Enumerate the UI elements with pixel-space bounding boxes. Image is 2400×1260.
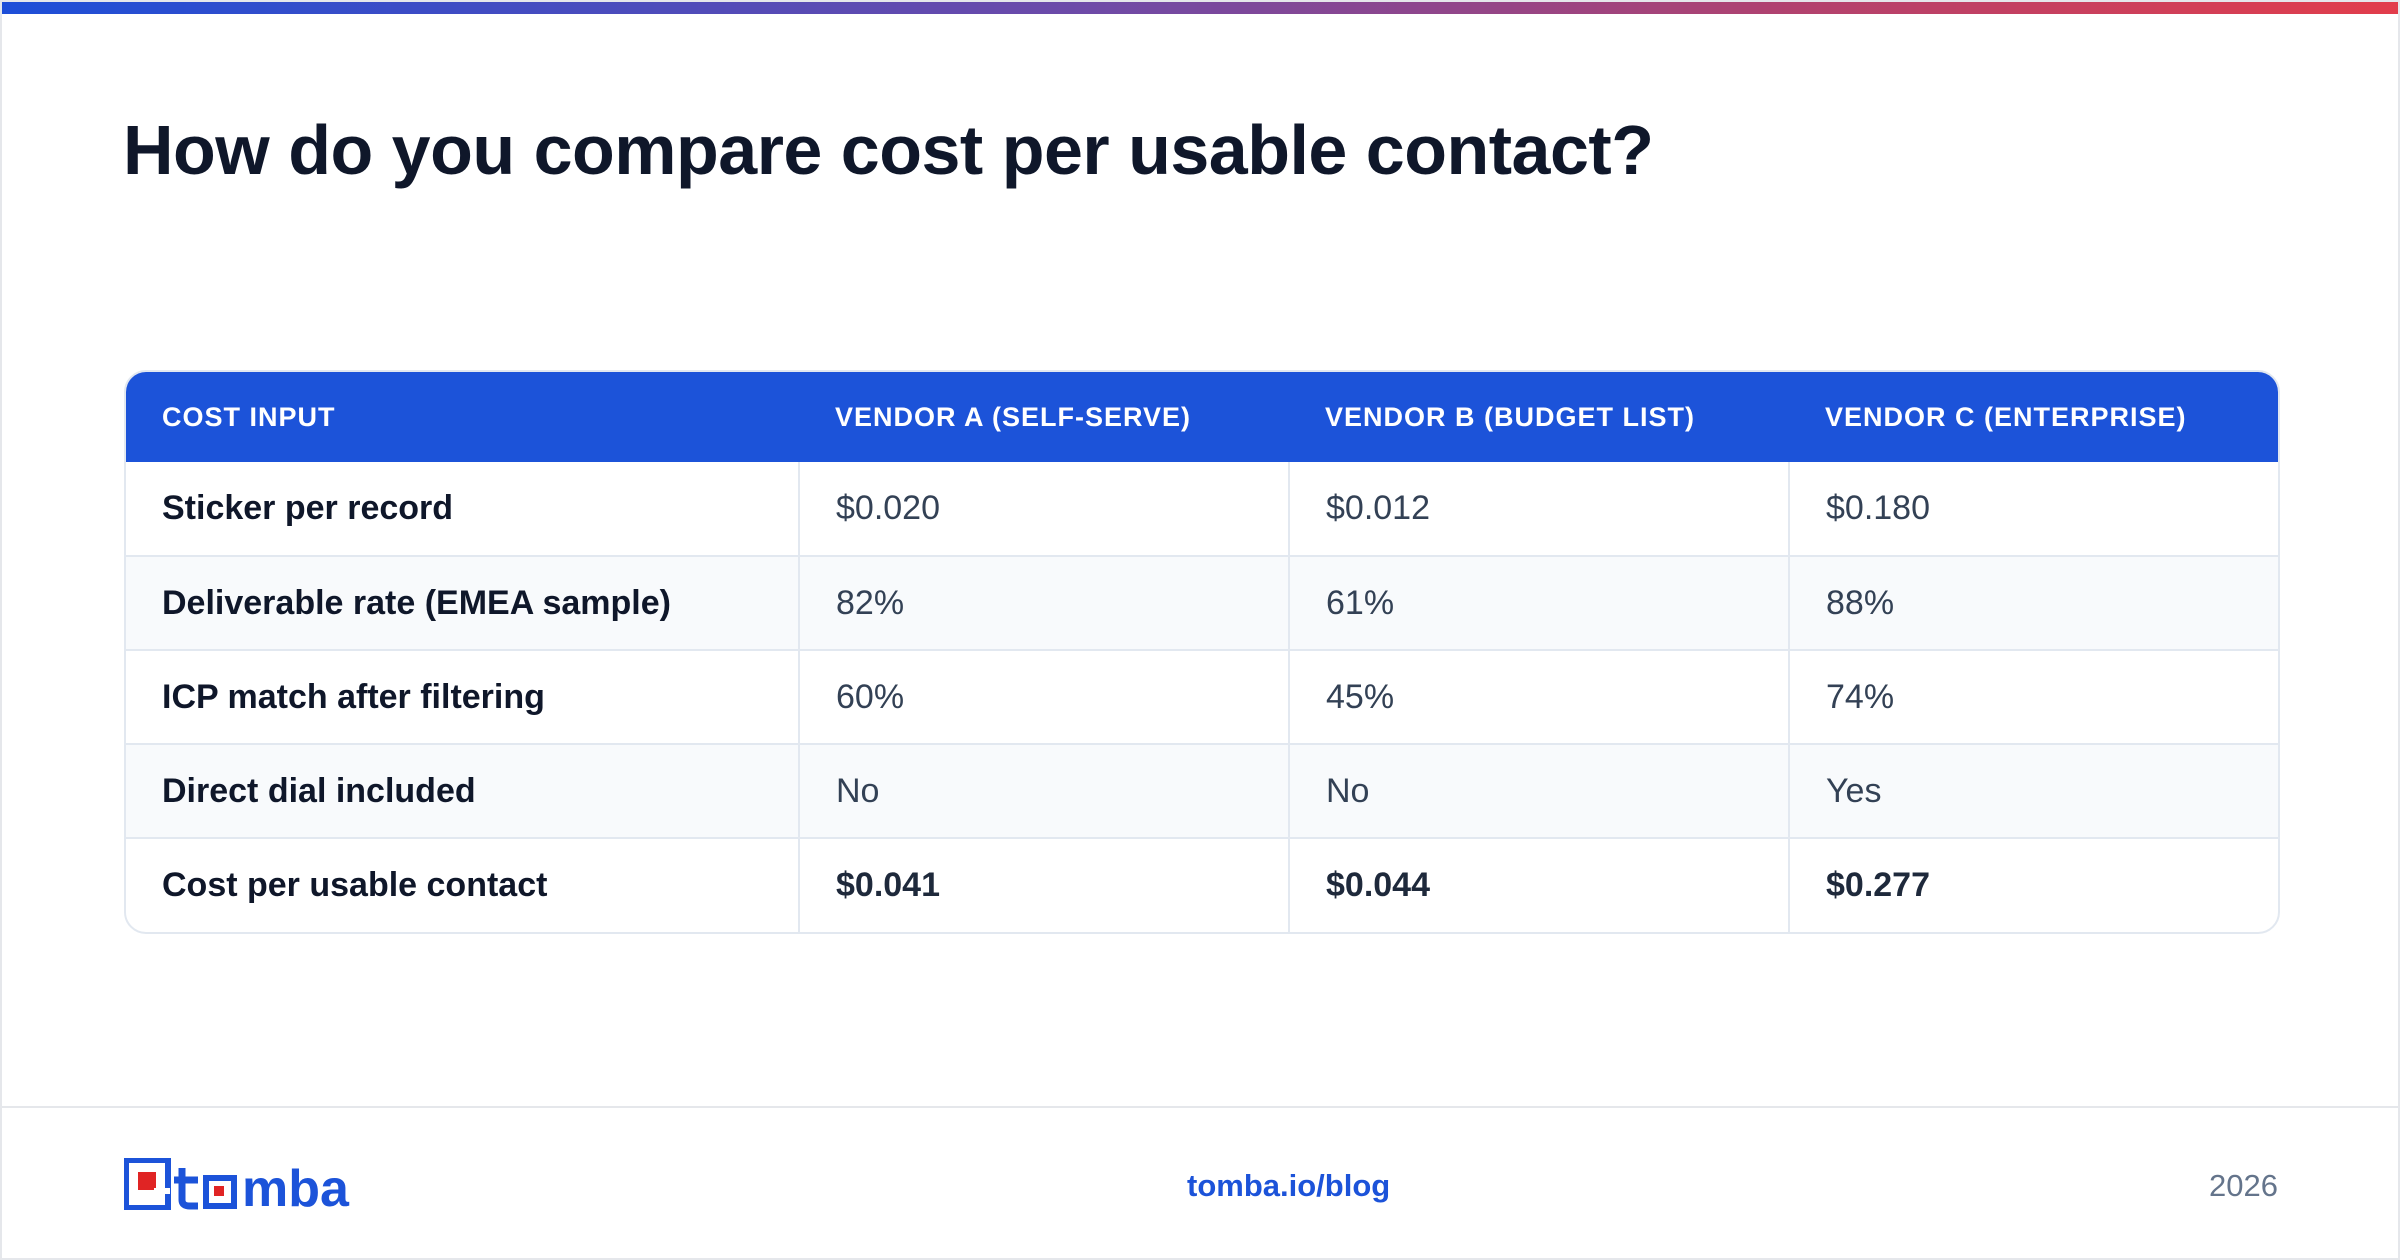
vendor-c-cell: 88% [1788, 555, 2278, 650]
page-title: How do you compare cost per usable conta… [123, 111, 1654, 189]
vendor-c-cell: 74% [1788, 649, 2278, 744]
vendor-c-cell: Yes [1788, 743, 2278, 838]
vendor-b-cell: $0.012 [1288, 462, 1789, 556]
table-row: Direct dial included No No Yes [126, 743, 2278, 838]
column-header-vendor-a: VENDOR A (SELF-SERVE) [835, 401, 1192, 432]
table-row: Deliverable rate (EMEA sample) 82% 61% 8… [126, 555, 2278, 650]
cost-table: COST INPUT VENDOR A (SELF-SERVE) VENDOR … [126, 372, 2278, 932]
row-label: Deliverable rate (EMEA sample) [126, 555, 799, 650]
accent-gradient-bar [2, 2, 2398, 14]
vendor-b-cell: 45% [1288, 649, 1789, 744]
tomba-logo[interactable]: mba [124, 1158, 380, 1210]
vendor-a-cell: No [798, 743, 1289, 838]
vendor-a-cell: 60% [798, 649, 1289, 744]
column-header-vendor-c: VENDOR C (ENTERPRISE) [1825, 401, 2187, 432]
vendor-a-cell: $0.041 [798, 837, 1289, 932]
column-header-cost-input: COST INPUT [162, 401, 336, 432]
blog-link[interactable]: tomba.io/blog [1187, 1168, 1391, 1203]
vendor-c-cell: $0.180 [1788, 462, 2278, 556]
table-row-total: Cost per usable contact $0.041 $0.044 $0… [126, 837, 2278, 932]
vendor-a-cell: 82% [798, 555, 1289, 650]
vendor-b-cell: 61% [1288, 555, 1789, 650]
comparison-table: COST INPUT VENDOR A (SELF-SERVE) VENDOR … [124, 370, 2280, 934]
row-label: Sticker per record [162, 489, 454, 527]
logo-wordmark: mba [242, 1160, 350, 1210]
vendor-c-cell: $0.277 [1788, 837, 2278, 932]
vendor-a-cell: $0.020 [798, 462, 1289, 556]
footer-divider [2, 1106, 2398, 1108]
column-header-vendor-b: VENDOR B (BUDGET LIST) [1325, 401, 1695, 432]
tomba-logo-mark: mba [124, 1158, 350, 1210]
row-label: ICP match after filtering [126, 649, 799, 744]
vendor-b-cell: No [1288, 743, 1789, 838]
footer-year: 2026 [2209, 1168, 2278, 1203]
row-label: Direct dial included [126, 743, 799, 838]
table-header-row: COST INPUT VENDOR A (SELF-SERVE) VENDOR … [126, 372, 2278, 462]
vendor-b-cell: $0.044 [1288, 837, 1789, 932]
table-row: ICP match after filtering 60% 45% 74% [126, 649, 2278, 744]
table-row: Sticker per record $0.020 $0.012 $0.180 [126, 462, 2278, 556]
row-label: Cost per usable contact [126, 837, 799, 932]
